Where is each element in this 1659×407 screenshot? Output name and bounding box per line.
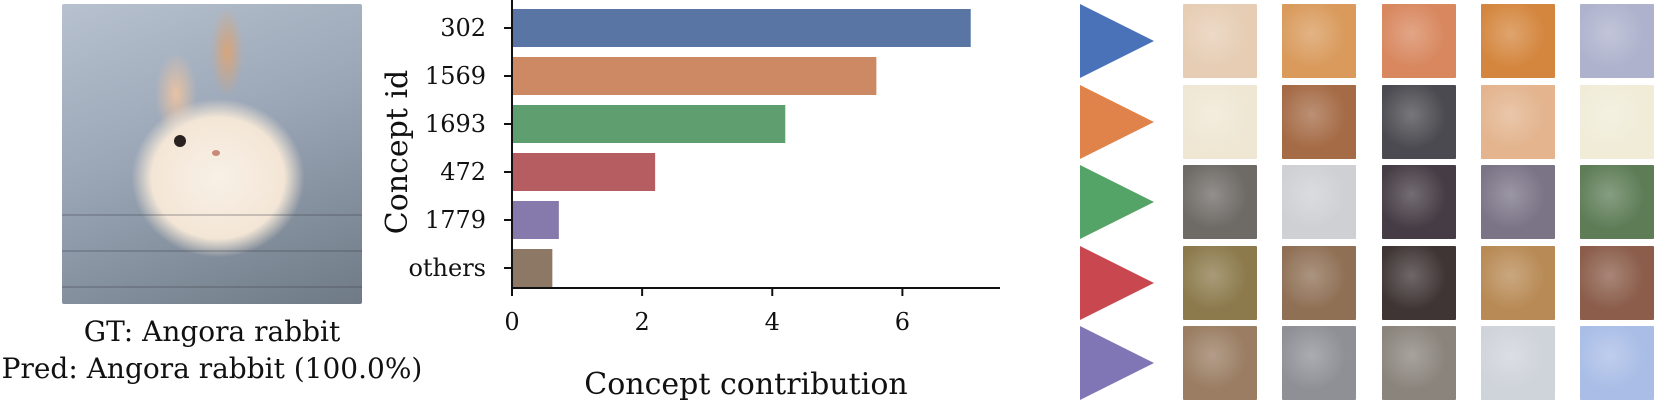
- concept-row-1569: [1080, 84, 1659, 159]
- concept-example-patch: [1580, 165, 1654, 239]
- triangle-arrow-icon: [1080, 165, 1154, 239]
- concept-example-patch: [1183, 245, 1257, 320]
- concept-example-patch: [1481, 84, 1555, 159]
- concept-example-patch: [1580, 326, 1654, 400]
- concept-example-patch: [1282, 84, 1356, 159]
- concept-example-patch: [1282, 245, 1356, 320]
- concept-example-patch: [1580, 4, 1654, 78]
- concept-row-472: [1080, 245, 1659, 320]
- concept-example-patch: [1481, 165, 1555, 239]
- triangle-arrow-icon: [1080, 245, 1154, 320]
- y-tick-label-1569: 1569: [425, 62, 486, 90]
- concept-example-patch: [1282, 326, 1356, 400]
- x-axis-label: Concept contribution: [584, 367, 907, 402]
- concept-example-patch: [1382, 4, 1456, 78]
- concept-example-patch: [1382, 245, 1456, 320]
- rabbit-nose: [212, 150, 220, 156]
- concept-example-patch: [1282, 4, 1356, 78]
- concept-example-patch: [1580, 84, 1654, 159]
- concept-example-patch: [1481, 326, 1555, 400]
- bar-1779: [512, 201, 559, 239]
- triangle-arrow-icon: [1080, 4, 1154, 78]
- triangle-arrow-icon: [1080, 326, 1154, 400]
- y-axis-label: Concept id: [380, 70, 415, 235]
- triangle-arrow-icon: [1080, 84, 1154, 159]
- floor-board-line: [62, 214, 362, 216]
- prediction-caption: Pred: Angora rabbit (100.0%): [1, 352, 423, 385]
- concept-example-patch: [1580, 245, 1654, 320]
- ground-truth-caption: GT: Angora rabbit: [83, 315, 341, 348]
- concept-example-patch: [1481, 4, 1555, 78]
- bar-1693: [512, 105, 786, 143]
- concept-row-302: [1080, 4, 1659, 78]
- y-tick-label-others: others: [408, 254, 486, 282]
- concept-example-patch: [1282, 165, 1356, 239]
- y-tick-labels: 302 1569 1693 472 1779 others: [408, 14, 512, 282]
- floor-board-line: [62, 286, 362, 288]
- bar-472: [512, 153, 656, 191]
- concept-example-patch: [1382, 84, 1456, 159]
- y-tick-label-472: 472: [440, 158, 486, 186]
- bar-1569: [512, 57, 877, 95]
- floor-board-line: [62, 250, 362, 252]
- y-tick-label-302: 302: [440, 14, 486, 42]
- y-tick-label-1779: 1779: [425, 206, 486, 234]
- rabbit-eye: [174, 135, 186, 147]
- input-image-angora-rabbit: [62, 4, 362, 304]
- concept-example-patch: [1382, 165, 1456, 239]
- concept-example-patch: [1481, 245, 1555, 320]
- x-tick-label-4: 4: [765, 308, 780, 336]
- y-tick-label-1693: 1693: [425, 110, 486, 138]
- bar-others: [512, 249, 553, 287]
- concept-example-patch: [1183, 4, 1257, 78]
- x-tick-label-2: 2: [634, 308, 649, 336]
- concept-example-patch: [1382, 326, 1456, 400]
- concept-row-1779: [1080, 326, 1659, 400]
- concept-example-patch: [1183, 326, 1257, 400]
- concept-example-patch: [1183, 84, 1257, 159]
- bar-302: [512, 9, 971, 47]
- x-tick-label-0: 0: [504, 308, 519, 336]
- concept-row-1693: [1080, 165, 1659, 239]
- x-tick-label-6: 6: [895, 308, 910, 336]
- bars-group: [512, 9, 971, 287]
- concept-examples-panel: [1080, 4, 1659, 407]
- concept-example-patch: [1183, 165, 1257, 239]
- concept-contribution-chart: 302 1569 1693 472 1779 others 0 2 4 6 Concept co…: [380, 0, 1000, 402]
- x-ticks: 0 2 4 6: [504, 288, 910, 336]
